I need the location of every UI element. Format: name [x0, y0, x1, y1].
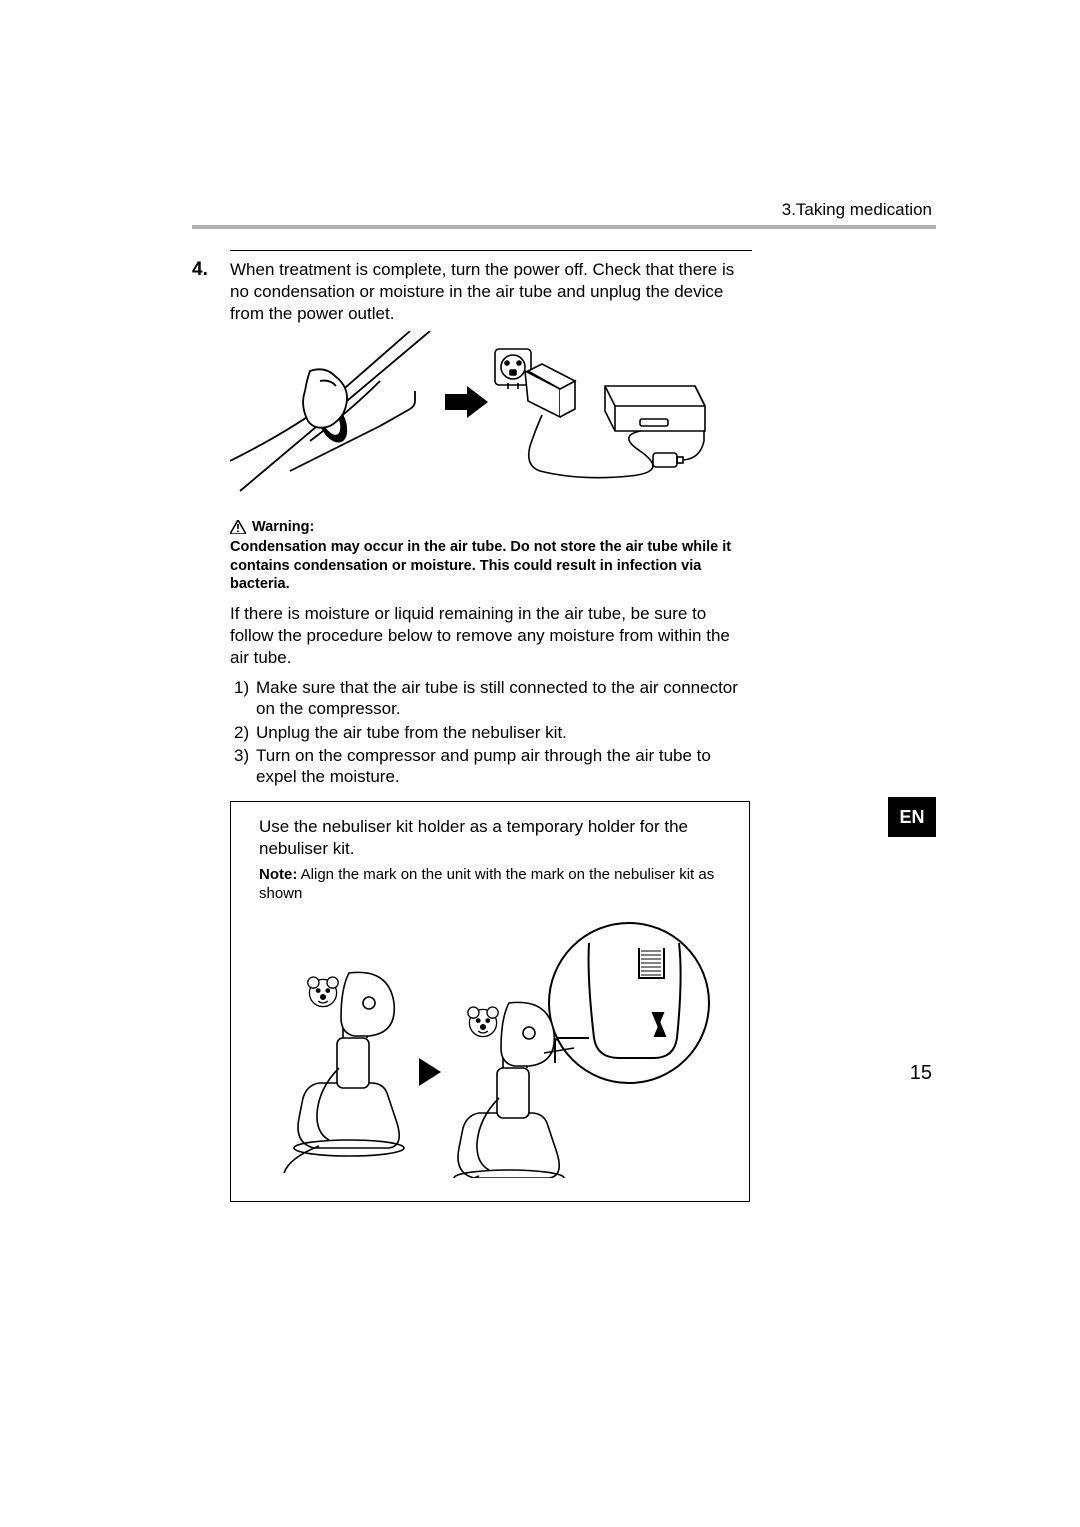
holder-note-box: Use the nebuliser kit holder as a tempor…	[230, 801, 750, 1201]
list-item: 3) Turn on the compressor and pump air t…	[230, 745, 752, 788]
note-label: Note:	[259, 866, 297, 883]
box-paragraph-1: Use the nebuliser kit holder as a tempor…	[259, 816, 721, 860]
figure-power-off-unplug	[230, 331, 752, 506]
procedure-list: 1) Make sure that the air tube is still …	[230, 677, 752, 787]
list-item-text: Unplug the air tube from the nebuliser k…	[256, 722, 752, 743]
page-number: 15	[910, 1062, 932, 1085]
list-item-text: Turn on the compressor and pump air thro…	[256, 745, 752, 788]
language-tab: EN	[888, 797, 936, 837]
document-page: 3.Taking medication 4. When treatment is…	[0, 0, 1080, 1527]
list-item-label: 3)	[230, 745, 256, 788]
figure-holder-alignment	[259, 918, 719, 1178]
list-item: 1) Make sure that the air tube is still …	[230, 677, 752, 720]
step-text: When treatment is complete, turn the pow…	[230, 259, 752, 325]
header-rule	[192, 225, 936, 229]
warning-heading: Warning:	[230, 518, 752, 536]
warning-body: Condensation may occur in the air tube. …	[230, 538, 752, 592]
list-item-text: Make sure that the air tube is still con…	[256, 677, 752, 720]
step-row: 4. When treatment is complete, turn the …	[192, 259, 752, 325]
note-text: Align the mark on the unit with the mark…	[259, 866, 714, 903]
after-warning-text: If there is moisture or liquid remaining…	[230, 603, 752, 669]
box-paragraph-2: Note: Align the mark on the unit with th…	[259, 865, 721, 904]
list-item: 2) Unplug the air tube from the nebulise…	[230, 722, 752, 743]
warning-label: Warning:	[252, 518, 314, 536]
list-item-label: 1)	[230, 677, 256, 720]
step-number: 4.	[192, 259, 230, 281]
list-item-label: 2)	[230, 722, 256, 743]
warning-icon	[230, 520, 246, 534]
warning-block: Warning: Condensation may occur in the a…	[230, 518, 752, 593]
header-section-label: 3.Taking medication	[782, 200, 932, 220]
step-top-rule	[230, 250, 752, 251]
main-content: 4. When treatment is complete, turn the …	[192, 250, 752, 1202]
